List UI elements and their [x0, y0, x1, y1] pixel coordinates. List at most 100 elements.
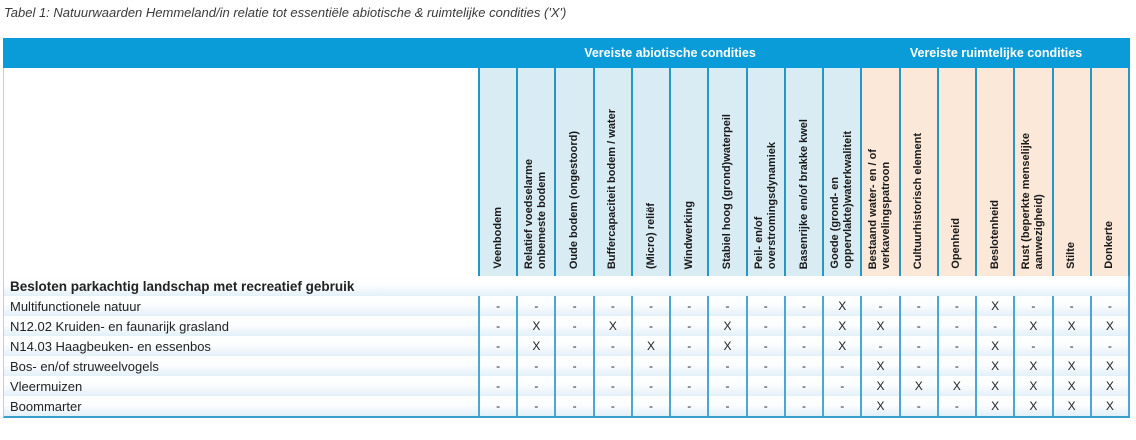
table-cell: - — [1013, 336, 1051, 356]
row-label: N12.02 Kruiden- en faunarijk grasland — [10, 318, 229, 334]
nature-values-table: Vereiste abiotische condities Vereiste r… — [3, 38, 1130, 418]
table-cell: - — [936, 336, 975, 356]
table-cell: - — [478, 296, 516, 316]
table-cell: - — [898, 316, 937, 336]
table-cell: - — [669, 336, 707, 356]
corner-spacer — [4, 68, 478, 276]
row-label: Multifunctionele natuur — [10, 298, 141, 314]
column-header-label: Cultuurhistorisch element — [912, 132, 925, 269]
table-cell: - — [783, 336, 822, 356]
table-cell: - — [783, 356, 822, 376]
column-header: Relatief voedselarme onbemeste bodem — [516, 68, 555, 276]
row-label: Bos- en/of struweelvogels — [10, 358, 159, 374]
column-header-label: Bestaand water- en / of verkavelingspatr… — [867, 148, 893, 269]
table-cell: - — [745, 336, 784, 356]
table-cell: - — [1089, 296, 1130, 316]
column-header: (Micro) reliëf — [630, 68, 670, 276]
table-cell: - — [898, 296, 937, 316]
column-header-label: Relatief voedselarme onbemeste bodem — [523, 158, 549, 269]
table-cell: - — [707, 356, 745, 376]
table-cell: X — [975, 376, 1013, 396]
table-cell: - — [630, 296, 669, 316]
table-cell: - — [669, 316, 707, 336]
table-cell: - — [745, 376, 784, 396]
table-cell: X — [516, 316, 554, 336]
table-cell: - — [630, 376, 669, 396]
table-cell: - — [592, 296, 631, 316]
table-cell: - — [478, 396, 516, 416]
table-cell: - — [554, 376, 592, 396]
table-cell: - — [936, 296, 975, 316]
table-cell: - — [936, 356, 975, 376]
table-title: Tabel 1: Natuurwaarden Hemmeland/in rela… — [4, 5, 567, 20]
row-label: N14.03 Haagbeuken- en essenbos — [10, 338, 211, 354]
table-cell: X — [822, 336, 860, 356]
table-cell: - — [745, 396, 784, 416]
column-header: Basenrijke en/of brakke kwel — [783, 68, 823, 276]
table-cell: - — [630, 356, 669, 376]
table-cell: X — [975, 336, 1013, 356]
table-cell: X — [975, 296, 1013, 316]
column-header: Windwerking — [669, 68, 708, 276]
table-cell: - — [745, 356, 784, 376]
table-cell: - — [898, 336, 937, 356]
table-cell: - — [822, 396, 860, 416]
table-cell: - — [592, 356, 631, 376]
column-header-label: Windwerking — [682, 200, 695, 269]
table-cell: - — [554, 396, 592, 416]
table-cell: - — [860, 296, 898, 316]
table-cell: X — [1013, 356, 1051, 376]
table-cell: X — [975, 396, 1013, 416]
column-header: Openheid — [936, 68, 976, 276]
table-cell: - — [478, 376, 516, 396]
table-cell: - — [669, 396, 707, 416]
table-cell: - — [669, 296, 707, 316]
table-cell: X — [898, 376, 937, 396]
table-cell: X — [1051, 376, 1090, 396]
column-header: Buffercapaciteit bodem / water — [592, 68, 631, 276]
table-cell: X — [1089, 316, 1130, 336]
table-cell: - — [898, 356, 937, 376]
table-cell: - — [1089, 336, 1130, 356]
table-cell: X — [860, 376, 898, 396]
column-header: Rust (beperkte menselijke aanwezigheid) — [1013, 68, 1052, 276]
table-cell: - — [592, 396, 631, 416]
table-cell: X — [1051, 396, 1090, 416]
column-header: Stilte — [1051, 68, 1090, 276]
row-label: Boommarter — [10, 398, 82, 414]
table-cell: - — [592, 336, 631, 356]
table-cell: X — [975, 356, 1013, 376]
table-cell: - — [478, 356, 516, 376]
table-cell: - — [554, 316, 592, 336]
table-cell: - — [822, 376, 860, 396]
table-cell: - — [783, 396, 822, 416]
column-header-label: Openheid — [950, 218, 963, 269]
group-label-abiotic: Vereiste abiotische condities — [584, 46, 756, 60]
table-cell: - — [1051, 296, 1090, 316]
table-cell: - — [516, 296, 554, 316]
column-header-label: Donkerte — [1103, 221, 1116, 269]
column-header: Veenbodem — [478, 68, 517, 276]
table-cell: X — [822, 316, 860, 336]
column-header-label: Stilte — [1065, 242, 1078, 269]
table-cell: - — [1051, 336, 1090, 356]
table-cell: X — [860, 396, 898, 416]
table-cell: - — [669, 376, 707, 396]
column-header: Peil- en/of overstromingsdynamiek — [745, 68, 784, 276]
table-row: Vleermuizen - - - - - - - - - - X X X X X X X — [4, 376, 1130, 396]
table-cell: X — [1089, 356, 1130, 376]
table-row: N12.02 Kruiden- en faunarijk grasland - X -… — [4, 316, 1130, 336]
table-cell: - — [478, 336, 516, 356]
table-cell: - — [516, 396, 554, 416]
table-cell: - — [554, 356, 592, 376]
table-row: Boommarter - - - - - - - - - - X - - X X X X — [4, 396, 1130, 416]
column-header-label: Veenbodem — [491, 207, 504, 269]
table-cell: X — [1013, 396, 1051, 416]
table-cell: X — [1051, 316, 1090, 336]
table-cell: - — [783, 316, 822, 336]
column-header-label: Goede (grond- en oppervlakte)waterkwalit… — [829, 131, 855, 269]
table-cell: X — [707, 316, 745, 336]
table-cell: - — [898, 396, 937, 416]
column-header-label: Peil- en/of overstromingsdynamiek — [752, 141, 778, 269]
table-cell: - — [1013, 296, 1051, 316]
